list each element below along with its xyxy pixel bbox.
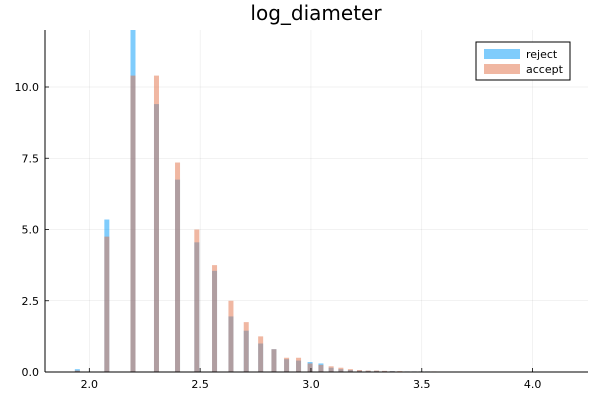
histogram-bar-accept [284,357,290,372]
histogram-bar-accept [382,370,388,372]
histogram-bar-accept [228,300,234,372]
histogram-bar-accept [153,75,159,372]
axes [44,30,588,373]
histogram-bar-accept [74,370,80,372]
tick-labels: 2.0 2.5 3.0 3.5 4.0 0.0 2.5 5.0 7.5 10.0 [15,81,542,391]
histogram-bar-accept [296,357,302,372]
histogram-bar-accept [328,366,334,372]
x-tick-label: 2.5 [191,378,209,391]
histogram-bar-accept [258,336,264,372]
grid [45,30,588,373]
histogram-bar-accept [307,363,313,372]
histogram-bar-accept [338,367,344,372]
histogram-bar-accept [356,370,362,372]
histogram-bar-accept [130,75,136,372]
histogram-bar-accept [212,265,218,372]
y-tick-label: 2.5 [22,295,40,308]
legend-label-accept: accept [526,63,564,76]
chart-title: log_diameter [250,1,382,25]
y-tick-label: 0.0 [22,366,40,379]
x-tick-label: 3.0 [302,378,320,391]
x-tick-label: 3.5 [413,378,431,391]
histogram-bar-accept [175,162,181,372]
histogram-bar-accept [318,364,324,372]
legend-swatch-reject [484,49,520,59]
histogram-bar-accept [347,369,353,372]
bars [74,30,541,372]
x-tick-label: 4.0 [524,378,542,391]
y-tick-label: 5.0 [22,224,40,237]
legend-swatch-accept [484,64,520,74]
histogram-bar-accept [194,229,200,372]
y-tick-label: 7.5 [22,152,40,165]
legend: reject accept [475,41,571,81]
y-tick-label: 10.0 [15,81,40,94]
legend-label-reject: reject [526,48,558,61]
histogram-bar-accept [365,370,371,372]
histogram-bar-accept [243,322,249,372]
histogram-bar-accept [104,236,110,372]
histogram-bar-accept [271,349,277,372]
histogram-bar-accept [374,370,380,372]
x-tick-label: 2.0 [81,378,99,391]
